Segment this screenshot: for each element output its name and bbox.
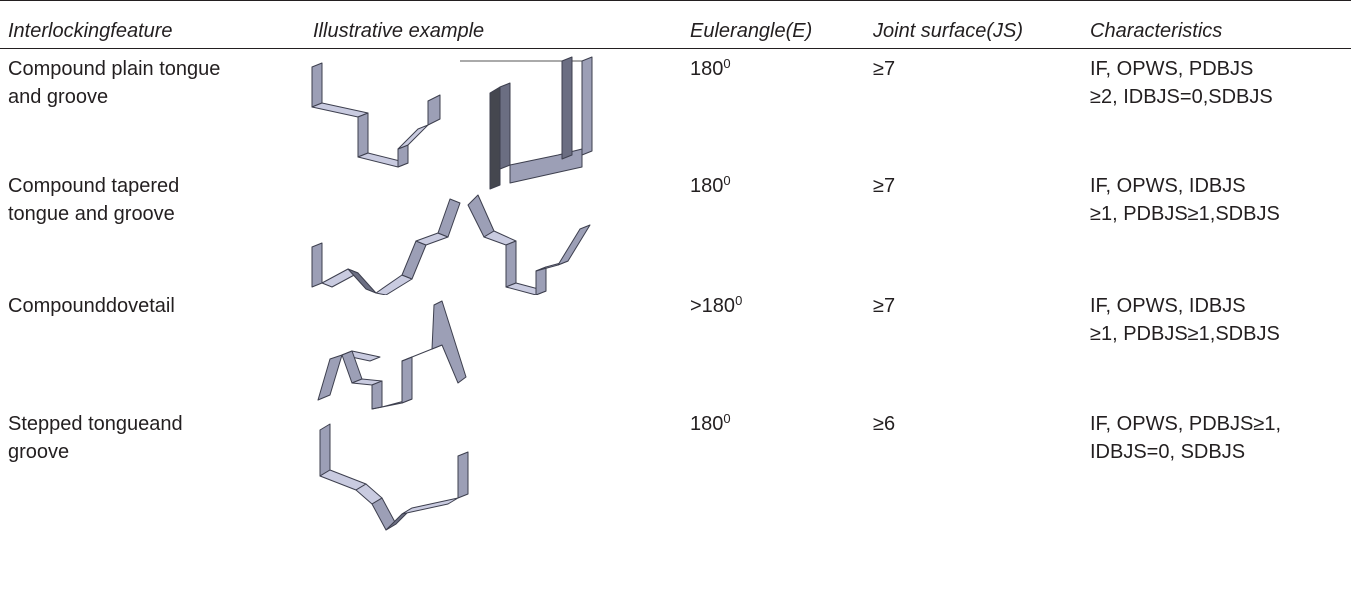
shape [348,269,376,293]
shape [402,498,458,514]
shape [402,241,426,279]
characteristics-line: IF, OPWS, PDBJS [1090,55,1253,83]
euler-sup: 0 [735,293,742,308]
shape [312,63,322,107]
characteristics-line: IDBJS=0, SDBJS [1090,438,1245,466]
feature-line: groove [8,438,69,466]
shape [428,95,440,125]
shape [320,470,366,490]
characteristics-line: ≥1, PDBJS≥1,SDBJS [1090,320,1280,348]
characteristics-line: IF, OPWS, PDBJS≥1, [1090,410,1281,438]
header-cell: Illustrative example [313,17,484,45]
page: {"table": { "header": ["Interlockingfeat… [0,0,1351,611]
euler-value: 180 [690,58,723,80]
header-cell: Eulerangle(E) [690,17,812,45]
feature-line: Stepped tongueand [8,410,183,438]
shape [438,199,460,237]
header-cell: Interlockingfeature [8,17,173,45]
shape [358,113,368,157]
characteristics-line: ≥2, IDBJS=0,SDBJS [1090,83,1273,111]
feature-line: tongue and groove [8,200,175,228]
euler-sup: 0 [723,411,730,426]
euler-angle: 1800 [690,55,731,83]
joint-surface: ≥7 [873,55,895,83]
shape [490,87,500,189]
joint-surface: ≥7 [873,292,895,320]
illustration [300,295,480,410]
shape [468,195,494,237]
shape [558,225,590,265]
shape [562,57,572,159]
illustration [300,175,630,295]
euler-angle: 1800 [690,410,731,438]
header-rule [0,48,1351,49]
feature-line: and groove [8,83,108,111]
shape [536,267,546,295]
shape [320,424,330,476]
shape [312,103,368,117]
characteristics-line: ≥1, PDBJS≥1,SDBJS [1090,200,1280,228]
euler-value: 180 [690,175,723,197]
shape [318,355,342,400]
euler-value: 180 [690,413,723,435]
shape [582,57,592,155]
shape [458,452,468,498]
shape [432,301,466,383]
shape [398,125,428,149]
shape [402,357,412,403]
shape [372,381,382,409]
header-cell: Characteristics [1090,17,1222,45]
header-cell: Joint surface(JS) [873,17,1023,45]
shape [500,83,510,169]
joint-surface: ≥6 [873,410,895,438]
illustration [300,55,620,190]
euler-value: >180 [690,295,735,317]
feature-line: Compound tapered [8,172,179,200]
illustration [300,410,500,610]
feature-line: Compounddovetail [8,292,175,320]
joint-surface: ≥7 [873,172,895,200]
shape [376,275,412,295]
shape [312,243,322,287]
feature-line: Compound plain tongue [8,55,220,83]
characteristics-line: IF, OPWS, IDBJS [1090,172,1246,200]
euler-sup: 0 [723,56,730,71]
euler-sup: 0 [723,173,730,188]
euler-angle: >1800 [690,292,742,320]
top-rule [0,0,1351,1]
characteristics-line: IF, OPWS, IDBJS [1090,292,1246,320]
shape [506,241,516,287]
euler-angle: 1800 [690,172,731,200]
